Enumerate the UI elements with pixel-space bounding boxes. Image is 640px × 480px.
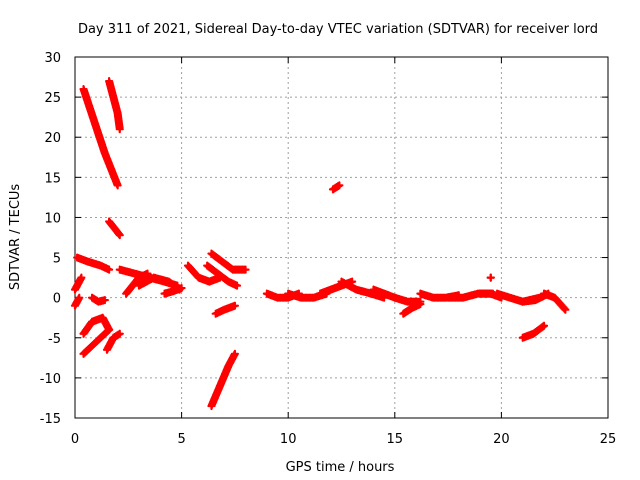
data-point [486,273,495,282]
x-tick-label: 0 [71,432,79,447]
axis-ticks [74,56,609,419]
series-arc-05 [70,293,84,310]
series-arc-27 [399,299,425,318]
chart-title: Day 311 of 2021, Sidereal Day-to-day VTE… [78,22,598,37]
data-point [113,181,122,190]
series-arc-18 [211,301,239,318]
series-arc-10 [102,329,124,354]
x-tick-label: 25 [600,432,617,447]
y-tick-label: -10 [40,372,61,387]
data-point [100,295,109,305]
data-point [105,265,114,274]
data-point [75,293,84,302]
series-arc-15 [183,261,225,286]
data-point [416,299,425,309]
series-arc-06 [73,253,114,274]
series-arc-09 [87,293,109,306]
series-arc-04 [70,273,86,294]
x-tick-label: 20 [493,432,510,447]
data-point [77,273,86,282]
series-arc-25 [369,285,399,302]
y-tick-label: 30 [44,51,61,66]
data-point [177,283,186,293]
y-tick-label: 25 [44,91,61,106]
y-tick-label: 0 [53,292,61,307]
data-point [335,181,344,190]
x-tick-labels: 0 5 10 15 20 25 [71,432,616,447]
data-point [115,329,124,338]
data-marks [70,76,570,411]
series-arc-03 [105,217,124,240]
x-tick-label: 15 [387,432,404,447]
y-tick-label: 10 [44,211,61,226]
y-tick-label: -15 [40,412,61,427]
series-arc-07 [79,313,114,338]
series-arc-35 [539,289,570,314]
data-point [105,325,114,334]
series-arc-01 [79,84,122,190]
y-tick-labels: -15 -10 -5 0 5 10 15 20 25 30 [40,51,61,427]
series-arc-12 [122,269,152,298]
y-tick-label: 5 [53,252,61,267]
series-arc-14 [160,283,186,298]
y-tick-label: -5 [48,332,61,347]
series-arc-19 [207,349,239,411]
data-point [115,125,124,134]
series-arc-02 [105,76,124,134]
series-arc-34 [518,321,549,342]
series-arc-16 [203,261,242,290]
data-point [241,265,250,274]
plot-frame [74,56,609,419]
series-arc-08 [79,325,114,358]
x-tick-label: 5 [177,432,185,447]
grid [75,57,608,418]
data-point [230,301,239,310]
data-point [232,281,242,290]
data-point [115,230,124,240]
y-axis-label: SDTVAR / TECUs [8,184,23,291]
data-point [230,349,239,358]
data-point [539,321,549,330]
data-point [143,269,152,278]
x-tick-label: 10 [280,432,297,447]
series-arc-23 [328,181,344,194]
series-arc-31 [486,273,495,282]
y-tick-label: 20 [44,131,61,146]
data-point [561,305,570,314]
x-axis-label: GPS time / hours [286,460,395,475]
y-tick-label: 15 [44,171,61,186]
series-arc-17 [207,249,250,274]
